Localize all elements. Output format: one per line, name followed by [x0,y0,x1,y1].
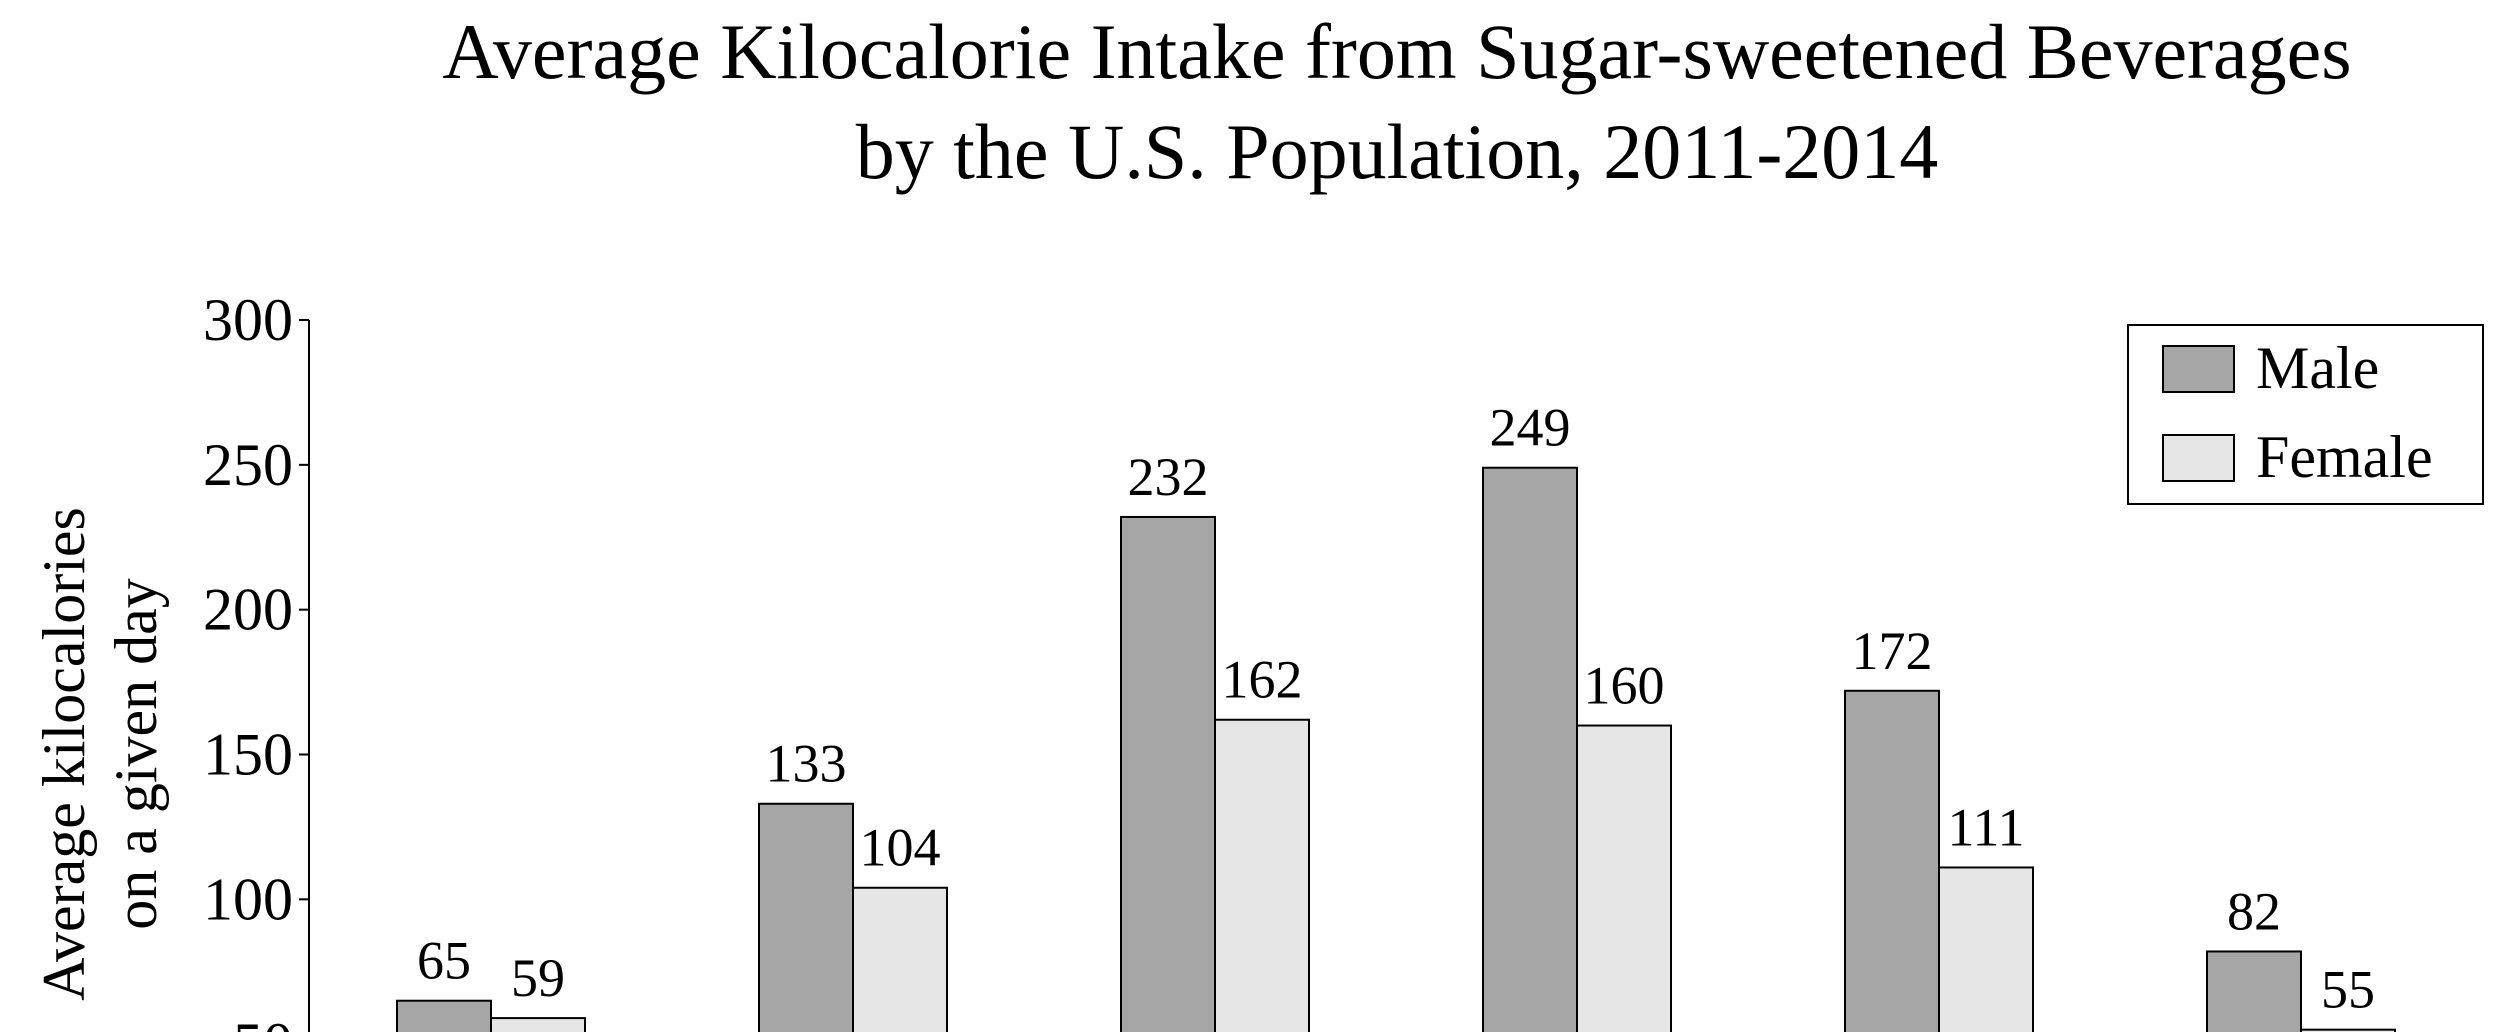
legend-label: Female [2256,424,2433,490]
value-label: 111 [1948,797,2025,857]
y-tick-label: 200 [203,577,293,643]
y-tick-label: 300 [203,287,293,353]
value-label: 59 [511,948,565,1008]
value-label: 162 [1222,650,1303,710]
legend-swatch [2162,345,2235,393]
legend-swatch [2162,434,2235,482]
bar [852,886,948,1032]
bar [1576,724,1672,1032]
y-axis-label: Average kilocalories on a given day [31,507,169,1001]
value-label: 82 [2227,881,2281,941]
bar [1938,866,2034,1032]
y-tick-label: 250 [203,432,293,498]
chart-subtitle: by the U.S. Population, 2011-2014 [856,108,1939,195]
legend: Male Female [2127,324,2484,505]
value-label: 160 [1584,656,1665,716]
bar [396,999,492,1032]
y-tick-label: 150 [203,722,293,788]
y-tick-label: 50 [233,1011,293,1032]
value-label: 249 [1490,398,1571,458]
value-label: 65 [417,931,471,991]
value-label: 104 [860,818,941,878]
legend-label: Male [2256,335,2379,401]
chart-title: Average Kilocalorie Intake from Sugar-sw… [442,8,2351,95]
value-label: 55 [2321,960,2375,1020]
y-tick-label: 100 [203,866,293,932]
bar [1214,718,1310,1032]
bar [2300,1028,2396,1032]
bar [1844,689,1940,1032]
value-label: 232 [1128,447,1209,507]
bar [1482,466,1578,1032]
bar [758,802,854,1032]
bar [490,1017,586,1032]
bar [1120,515,1216,1032]
value-label: 133 [766,734,847,794]
bar [2206,950,2302,1032]
value-label: 172 [1852,621,1933,681]
